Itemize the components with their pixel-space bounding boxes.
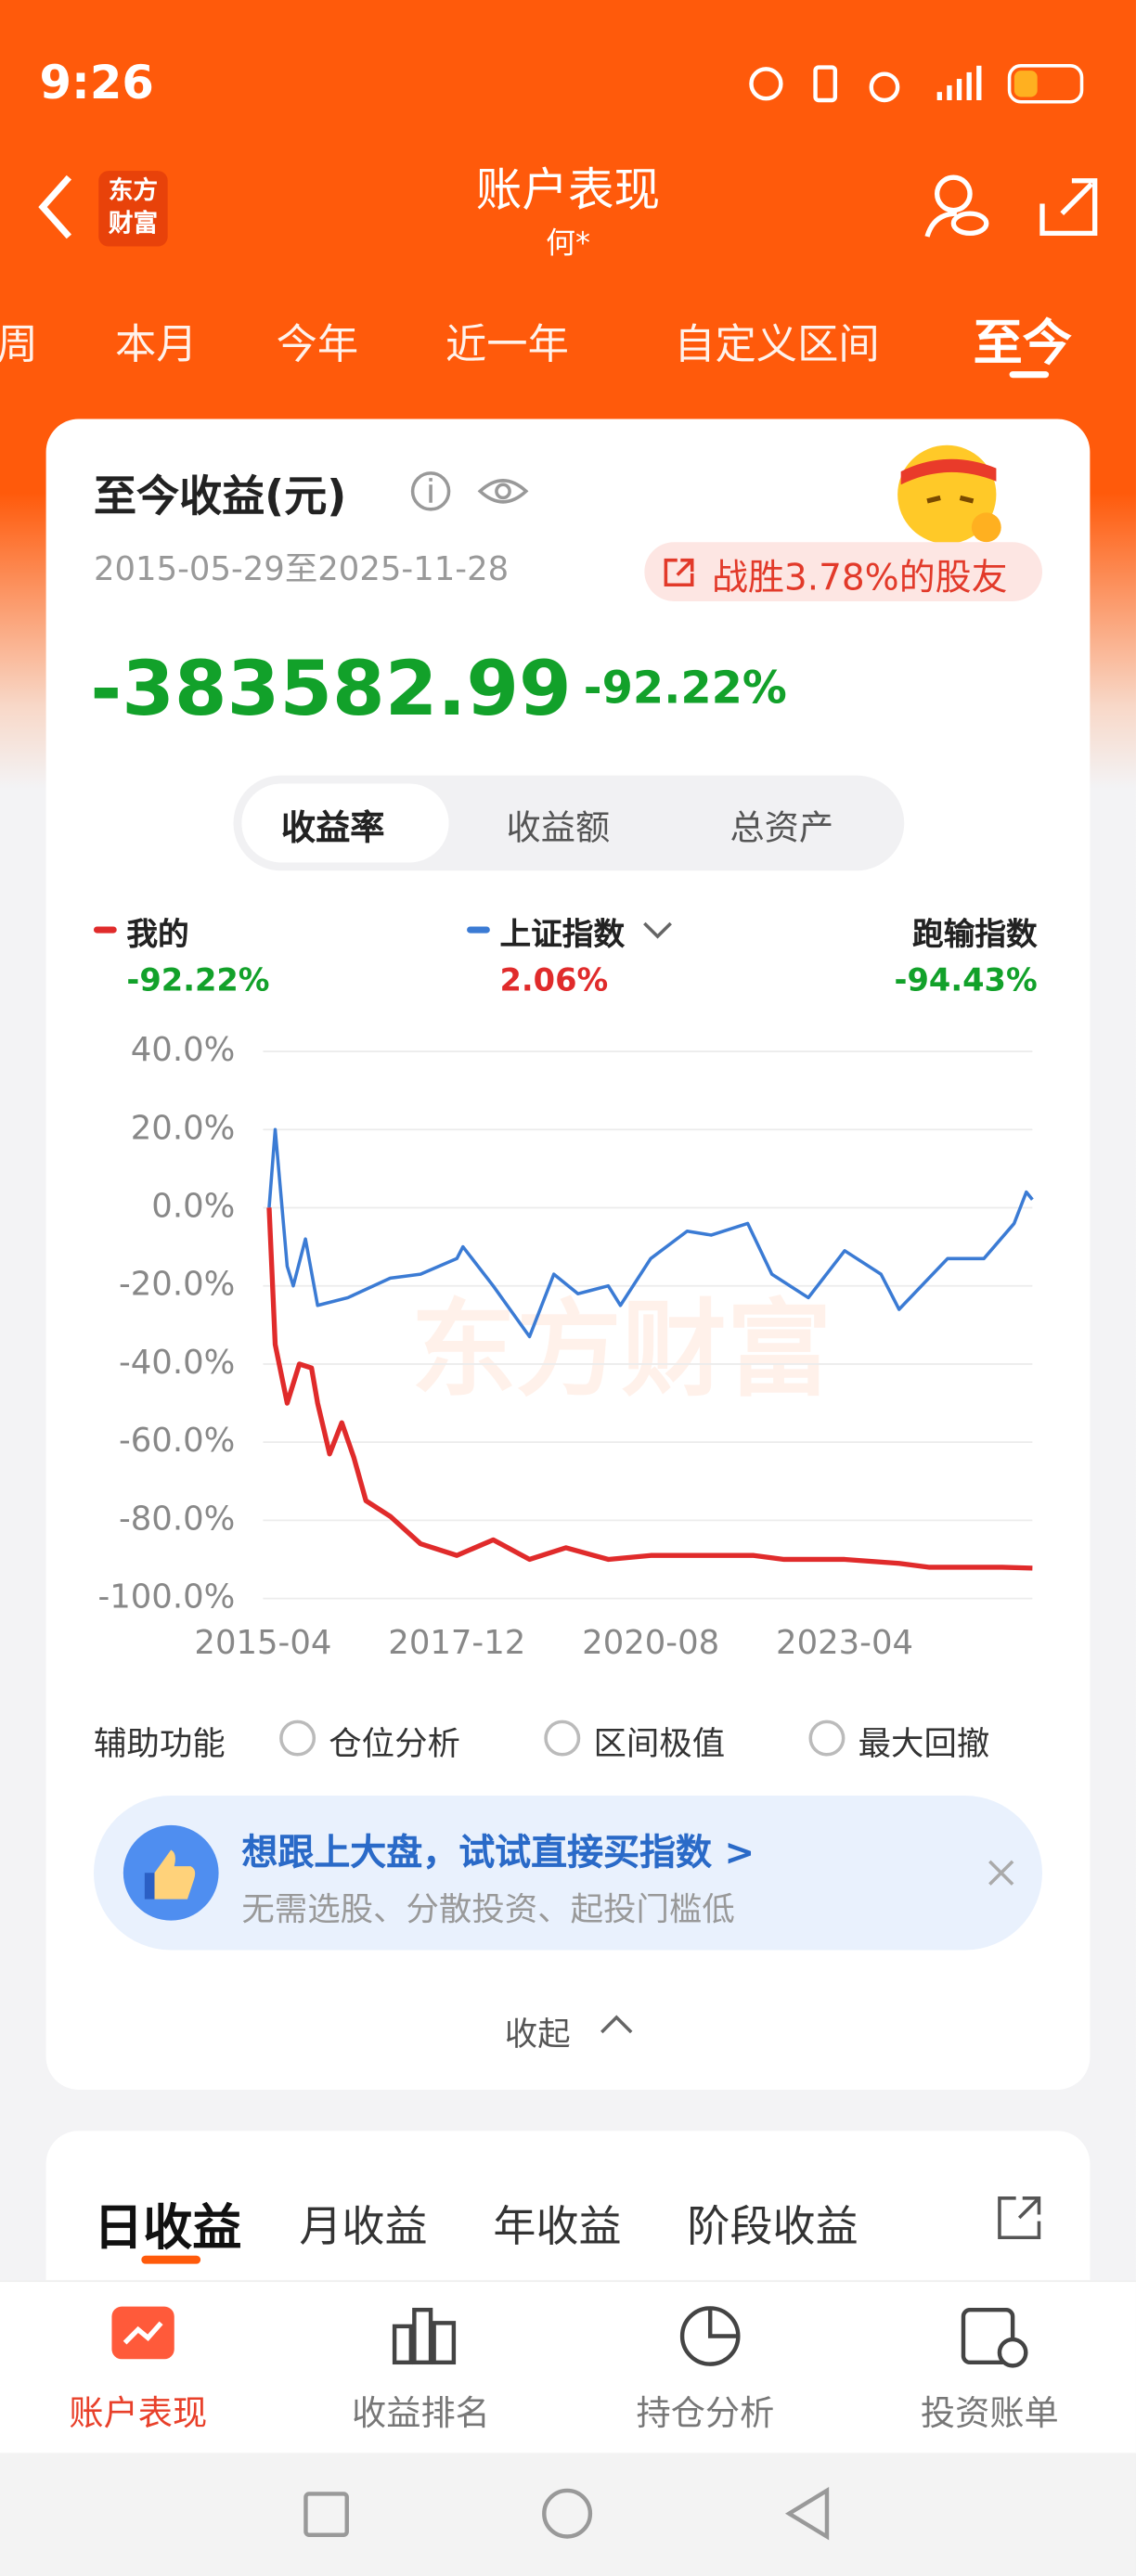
logo-text: 东方 [108,175,159,206]
promo-subtitle: 无需选股、分散投资、起投门槛低 [241,1888,735,1929]
legend-label[interactable]: 上证指数 [499,916,626,953]
watermark: 东方财富 [411,1289,832,1411]
radio[interactable]: 最大回撤 [858,1723,990,1763]
promo-icon [123,1824,219,1921]
period-tab[interactable]: 本月 [114,320,198,368]
period-tab[interactable]: 自定义区间 [674,320,880,368]
bottom-tab[interactable]: 投资账单 [920,2393,1059,2433]
chart: 东方财富 40.0% 20.0% 0.0% -20.0% -40.0% -60.0% -80.… [97,1031,1034,1662]
promo-title: 想跟上大盘，试试直接买指数 > [241,1833,755,1875]
tab-underline [1009,371,1050,379]
period-tab[interactable]: 今年 [276,320,359,368]
info-icons[interactable] [407,467,539,516]
collapse-text[interactable]: 收起 [504,2014,571,2054]
series-line [267,1127,1034,1339]
header-actions[interactable] [921,171,1102,243]
period-tab[interactable]: 近一年 [445,320,569,368]
legend-label: 我的 [126,916,189,953]
page-subtitle: 何* [546,226,590,262]
segment[interactable]: 总资产 [729,808,834,848]
earnings-tab[interactable]: 月收益 [299,2203,428,2253]
y-tick-label: -40.0% [119,1344,235,1382]
legend-label: 跑输指数 [912,916,1038,953]
legend-value: -94.43% [894,962,1038,999]
x-tick-label: 2015-04 [194,1624,331,1662]
summary-title: 至今收益(元) [93,472,347,522]
bottom-tab[interactable]: 收益排名 [352,2393,490,2433]
segment[interactable]: 收益额 [506,808,611,848]
bottom-tab[interactable]: 账户表现 [69,2393,208,2433]
page-title: 账户表现 [475,162,661,217]
system-nav [0,2453,1136,2576]
y-tick-label: 20.0% [131,1109,236,1147]
badge[interactable] [644,542,1043,601]
legend-swatch [93,926,117,934]
collapse-icon [600,2015,633,2034]
dropdown-icon[interactable] [641,917,674,943]
logo: 东方 财富 [98,171,168,247]
bottom-bar [0,2280,1136,2454]
badge-text: 战胜3.78%的股友 [711,558,1008,600]
x-tick-label: 2023-04 [776,1624,913,1662]
y-tick-label: 40.0% [131,1031,236,1069]
bottom-icons [111,2306,1028,2368]
back-button[interactable] [32,171,82,243]
total-rate: -92.22% [583,663,787,715]
promo[interactable] [93,1796,1043,1951]
legend-value: -92.22% [126,962,270,999]
share-icon [664,558,694,587]
radio-circle[interactable] [808,1719,846,1757]
system-nav-buttons[interactable] [0,2478,1136,2553]
x-tick-label: 2020-08 [582,1624,719,1662]
close-button[interactable] [987,1858,1016,1887]
y-tick-label: -100.0% [97,1578,235,1616]
status-time: 9:26 [39,56,154,110]
series-line [266,1207,1033,1571]
radio-circle[interactable] [544,1719,581,1757]
y-tick-label: -60.0% [119,1422,235,1460]
bottom-tab[interactable]: 持仓分析 [636,2393,775,2433]
radio-circle[interactable] [279,1719,316,1757]
x-tick-label: 2017-12 [388,1624,525,1662]
earnings-tab[interactable]: 年收益 [493,2203,622,2253]
features-label: 辅助功能 [93,1723,226,1763]
y-tick-label: -80.0% [119,1500,235,1538]
radio[interactable]: 仓位分析 [329,1723,460,1763]
earnings-tab[interactable]: 阶段收益 [687,2203,858,2253]
y-tick-label: 0.0% [151,1188,235,1226]
period-tab[interactable]: 周 [0,320,38,368]
total-amount: -383582.99 [90,643,572,733]
mascot [897,444,1001,545]
legend-value: 2.06% [499,962,609,999]
segment[interactable]: 收益率 [280,808,385,848]
tab-underline [141,2255,201,2264]
y-tick-label: -20.0% [119,1266,235,1304]
status-icons [749,64,1084,104]
share-icon[interactable] [993,2192,1046,2245]
date-range: 2015-05-29至2025-11-28 [93,548,510,588]
segment-active [241,783,449,863]
radio[interactable]: 区间极值 [593,1723,726,1763]
legend-swatch [467,926,490,934]
period-tab[interactable]: 至今 [973,315,1072,373]
earnings-tab[interactable]: 日收益 [93,2199,242,2258]
logo-text: 财富 [108,208,159,238]
